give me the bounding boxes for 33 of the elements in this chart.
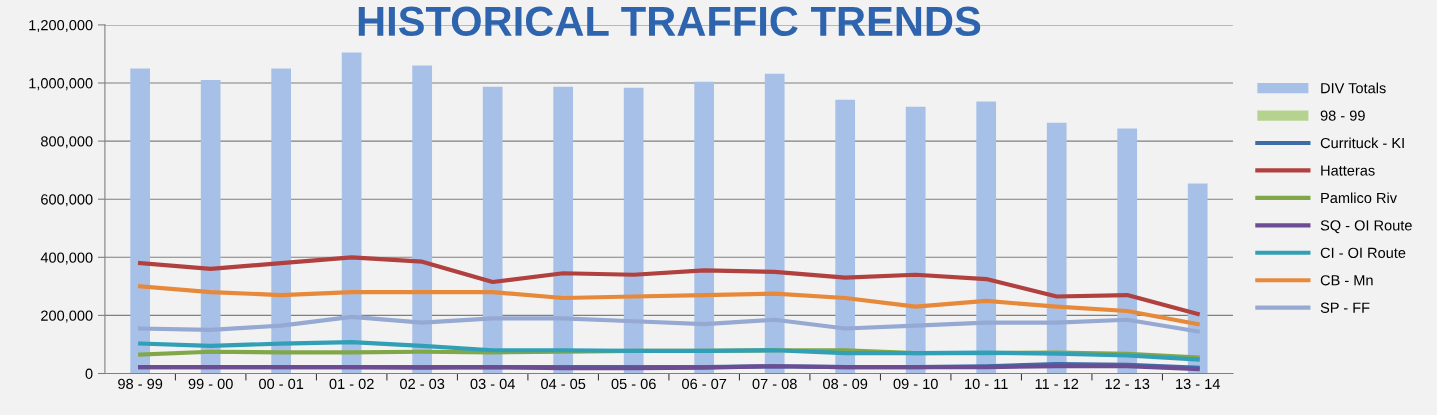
- x-tick-label: 01 - 02: [329, 378, 374, 390]
- x-tick-label: 09 - 10: [893, 378, 938, 390]
- x-tick-label: 12 - 13: [1105, 378, 1150, 390]
- y-tick-label: 1,000,000: [29, 78, 93, 91]
- legend-label: CB - Mn: [1320, 275, 1373, 286]
- legend-label: Currituck - KI: [1320, 137, 1404, 149]
- x-tick-label: 13 - 14: [1176, 378, 1220, 390]
- legend-label: Pamlico Riv: [1321, 192, 1397, 204]
- x-tick-label: 04 - 05: [541, 378, 586, 390]
- x-tick-label: 08 - 09: [823, 378, 868, 390]
- x-tick-label: 99 - 00: [188, 378, 233, 390]
- x-tick-label: 02 - 03: [400, 378, 445, 390]
- legend-label: SP - FF: [1320, 302, 1370, 313]
- legend-label: CI - OI Route: [1320, 247, 1406, 259]
- y-tick-label: 200,000: [41, 310, 93, 323]
- y-tick-label: 800,000: [41, 136, 93, 149]
- y-tick-label: 600,000: [41, 194, 93, 207]
- y-tick-label: 400,000: [40, 252, 93, 265]
- legend-label: DIV Totals: [1321, 82, 1386, 94]
- legend-label: Hatteras: [1321, 165, 1375, 176]
- x-tick-label: 10 - 11: [965, 378, 1008, 390]
- x-tick-label: 98 - 99: [118, 378, 163, 390]
- chart-title: HISTORICAL TRAFFIC TRENDS: [358, 6, 981, 37]
- legend-label: 98 - 99: [1320, 110, 1365, 121]
- x-tick-label: 11 - 12: [1035, 378, 1079, 389]
- x-tick-label: 06 - 07: [682, 378, 727, 390]
- x-tick-label: 03 - 04: [470, 378, 515, 390]
- legend-label: SQ - OI Route: [1320, 220, 1412, 234]
- x-tick-label: 00 - 01: [259, 378, 304, 390]
- x-tick-label: 05 - 06: [611, 378, 656, 390]
- y-tick-label: 0: [85, 368, 93, 379]
- x-tick-label: 07 - 08: [752, 378, 797, 390]
- y-tick-label: 1,200,000: [29, 20, 93, 33]
